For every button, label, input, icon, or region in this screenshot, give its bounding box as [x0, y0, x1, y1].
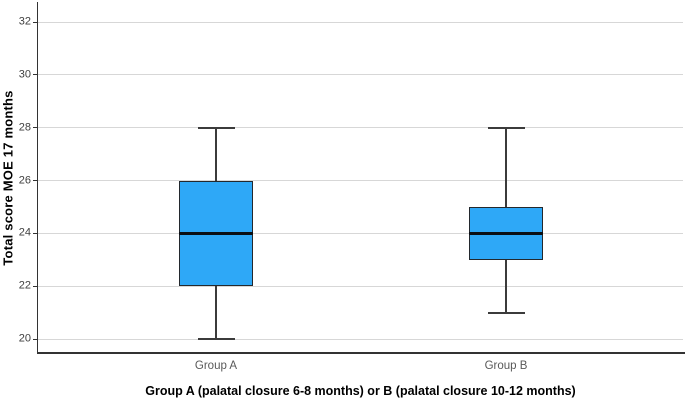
- y-tick-mark: [33, 21, 38, 23]
- x-axis-title: Group A (palatal closure 6-8 months) or …: [145, 384, 576, 398]
- whisker-cap-max-group-b: [487, 126, 525, 129]
- y-tick-label: 32: [18, 15, 31, 28]
- x-tick-label: Group B: [484, 360, 528, 372]
- y-tick-mark: [33, 285, 38, 287]
- y-gridline: [38, 338, 683, 340]
- whisker-cap-min-group-b: [487, 311, 525, 314]
- median-line-group-a: [179, 231, 253, 235]
- y-tick-label: 30: [18, 68, 31, 81]
- y-tick-mark: [33, 127, 38, 129]
- y-tick-label: 26: [18, 174, 31, 186]
- y-tick-label: 24: [18, 226, 31, 239]
- y-tick-mark: [33, 74, 38, 76]
- y-tick-label: 28: [18, 121, 31, 134]
- y-tick-mark: [33, 338, 38, 340]
- y-axis-line: [36, 2, 38, 354]
- x-tick-label: Group A: [194, 360, 238, 372]
- whisker-cap-max-group-a: [197, 126, 235, 129]
- y-gridline: [38, 285, 683, 287]
- x-axis-line: [36, 352, 685, 354]
- y-tick-label: 20: [18, 332, 31, 345]
- whisker-cap-min-group-a: [197, 338, 235, 340]
- y-gridline: [38, 232, 683, 234]
- y-gridline: [38, 180, 683, 181]
- y-tick-mark: [33, 232, 38, 234]
- y-gridline: [38, 127, 683, 129]
- y-tick-label: 22: [18, 279, 31, 292]
- median-line-group-b: [469, 231, 543, 235]
- y-gridline: [38, 74, 683, 76]
- y-gridline: [38, 21, 683, 23]
- y-tick-mark: [33, 180, 38, 181]
